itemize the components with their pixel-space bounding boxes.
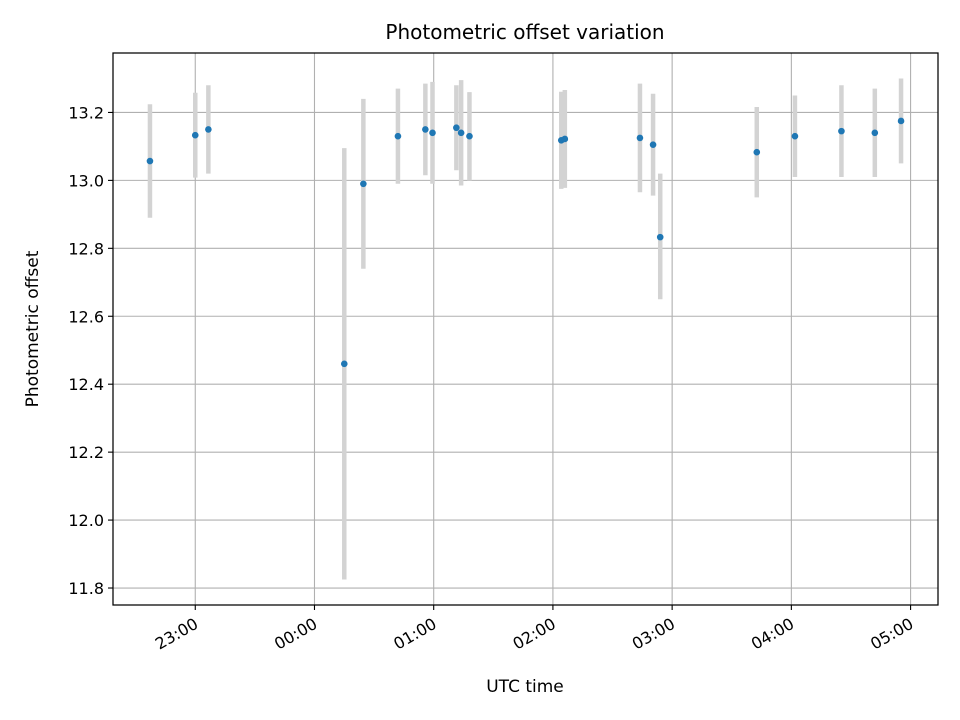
y-tick-label: 12.4 bbox=[68, 375, 104, 394]
data-point bbox=[897, 117, 905, 125]
y-tick-label: 11.8 bbox=[68, 579, 104, 598]
data-point bbox=[838, 127, 845, 135]
y-tick-label: 13.0 bbox=[68, 171, 104, 190]
data-point bbox=[466, 132, 473, 140]
data-point bbox=[146, 157, 154, 165]
data-points bbox=[146, 117, 905, 368]
data-point bbox=[205, 126, 212, 133]
y-tick-label: 12.6 bbox=[68, 307, 104, 326]
data-point bbox=[394, 132, 402, 140]
data-point bbox=[360, 180, 367, 188]
y-tick-label: 12.2 bbox=[68, 443, 104, 462]
data-point bbox=[340, 360, 348, 368]
data-point bbox=[791, 132, 799, 140]
data-point bbox=[191, 131, 199, 139]
data-point bbox=[656, 233, 664, 241]
data-point bbox=[429, 129, 436, 137]
data-point bbox=[871, 129, 879, 137]
grid bbox=[113, 53, 938, 605]
x-axis-label: UTC time bbox=[486, 677, 564, 697]
y-tick-label: 12.0 bbox=[68, 511, 104, 530]
data-point bbox=[649, 141, 657, 149]
data-point bbox=[753, 148, 761, 156]
y-tick-label: 13.2 bbox=[68, 103, 104, 122]
plot-area-frame bbox=[112, 52, 939, 606]
data-point bbox=[453, 124, 460, 132]
y-axis-label: Photometric offset bbox=[23, 250, 43, 407]
data-point bbox=[636, 134, 644, 142]
data-point bbox=[457, 129, 465, 137]
data-point bbox=[561, 135, 569, 143]
data-point bbox=[422, 126, 429, 133]
y-tick-label: 12.8 bbox=[68, 239, 104, 258]
chart-title: Photometric offset variation bbox=[385, 20, 664, 44]
